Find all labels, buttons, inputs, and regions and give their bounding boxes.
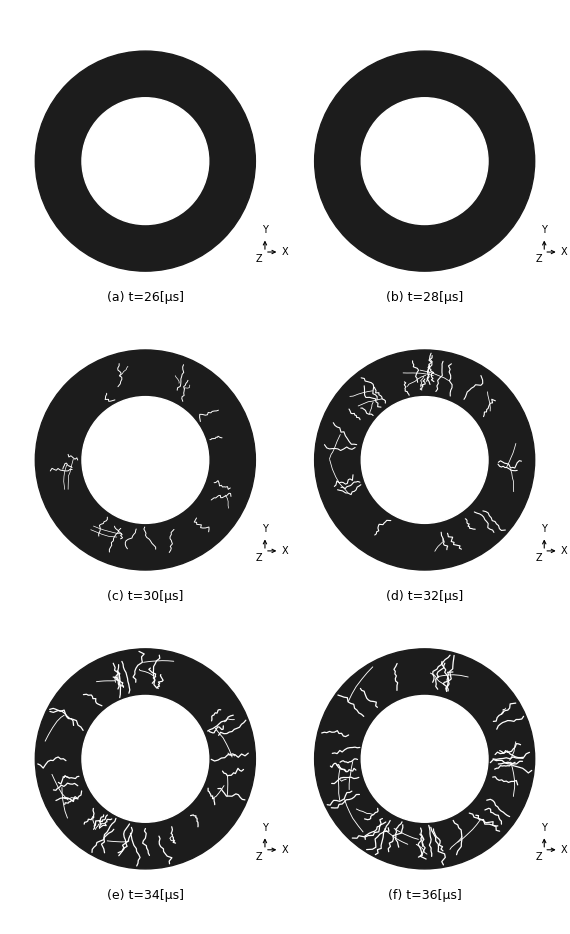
Text: (f) t=36[μs]: (f) t=36[μs]: [388, 889, 462, 902]
Text: X: X: [282, 844, 288, 855]
Text: Z: Z: [535, 254, 542, 264]
Text: Y: Y: [262, 524, 268, 534]
Circle shape: [315, 51, 535, 271]
Circle shape: [35, 51, 255, 271]
Text: (d) t=32[μs]: (d) t=32[μs]: [386, 590, 463, 603]
Text: Y: Y: [542, 524, 547, 534]
Text: Z: Z: [535, 553, 542, 563]
Circle shape: [82, 397, 209, 523]
Text: (b) t=28[μs]: (b) t=28[μs]: [386, 291, 463, 304]
Text: Y: Y: [262, 225, 268, 235]
Text: Z: Z: [256, 553, 263, 563]
Circle shape: [315, 350, 535, 570]
Text: (a) t=26[μs]: (a) t=26[μs]: [107, 291, 184, 304]
Text: Y: Y: [542, 823, 547, 833]
Circle shape: [35, 649, 255, 869]
Text: Z: Z: [256, 254, 263, 264]
Text: X: X: [561, 545, 568, 556]
Text: Y: Y: [262, 823, 268, 833]
Text: X: X: [282, 247, 288, 257]
Circle shape: [361, 397, 488, 523]
Text: (e) t=34[μs]: (e) t=34[μs]: [107, 889, 184, 902]
Circle shape: [82, 696, 209, 822]
Circle shape: [82, 98, 209, 224]
Text: X: X: [561, 247, 568, 257]
Text: Z: Z: [535, 852, 542, 862]
Text: Z: Z: [256, 852, 263, 862]
Text: Y: Y: [542, 225, 547, 235]
Text: (c) t=30[μs]: (c) t=30[μs]: [107, 590, 184, 603]
Text: X: X: [282, 545, 288, 556]
Circle shape: [361, 98, 488, 224]
Text: X: X: [561, 844, 568, 855]
Circle shape: [315, 649, 535, 869]
Circle shape: [361, 696, 488, 822]
Circle shape: [35, 350, 255, 570]
